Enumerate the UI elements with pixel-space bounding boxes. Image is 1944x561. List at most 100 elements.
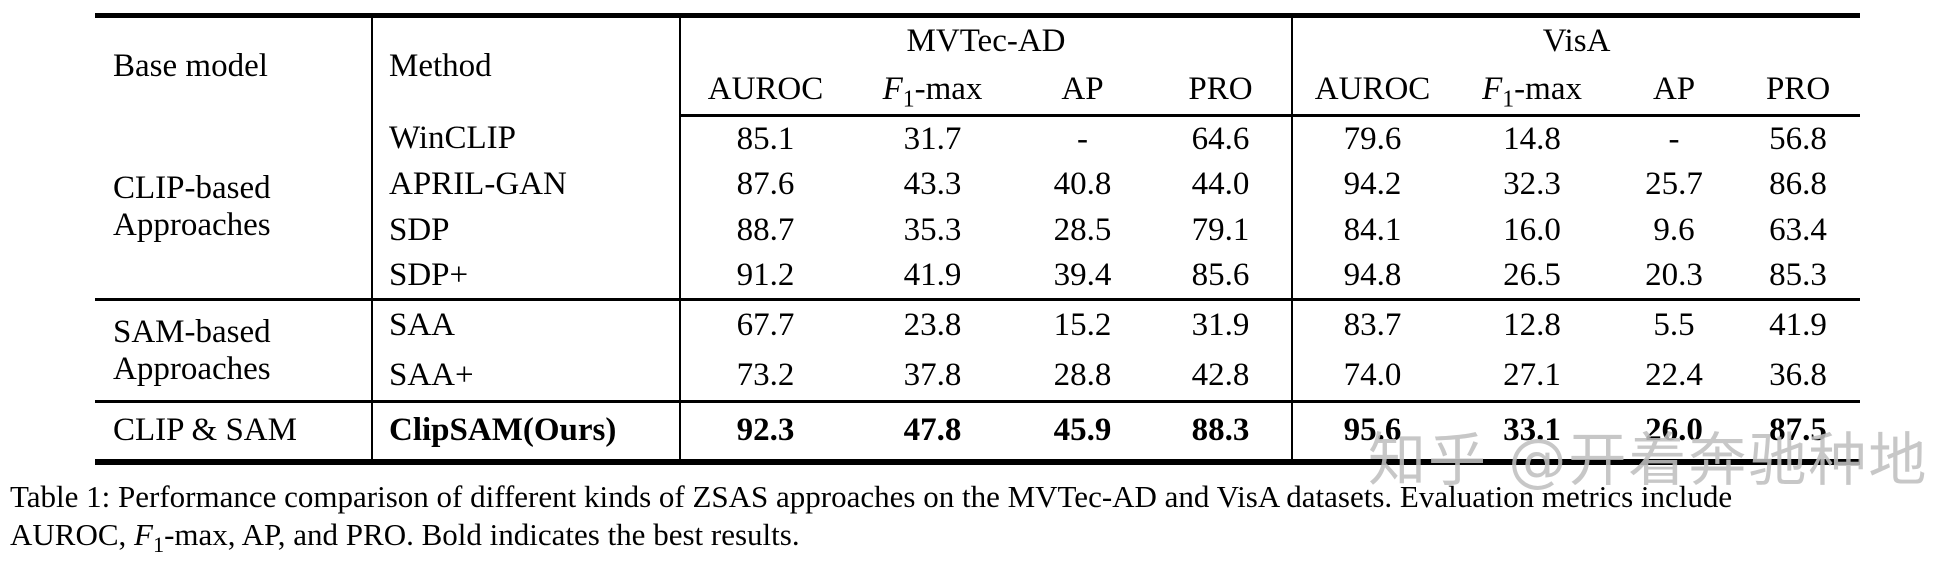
caption-text: -max, AP, and PRO. Bold indicates the be…	[164, 517, 800, 552]
f1-suffix: -max	[914, 71, 983, 108]
value-cell: 43.3	[903, 166, 962, 203]
value-cell: 91.2	[679, 253, 850, 300]
value-cell: 32.3	[1503, 166, 1561, 203]
header-method: Method	[371, 15, 680, 116]
value-cell: 35.3	[903, 212, 962, 249]
value-cell: 86.8	[1769, 166, 1827, 203]
value-cell: 9.6	[1653, 212, 1695, 249]
table-row: CLIP-based Approaches WinCLIP 85.1 31.7 …	[95, 115, 1860, 243]
value-cell: 92.3	[679, 400, 850, 462]
table-row: APRIL-GAN 87.6 43.3 40.8 44.0 94.2 32.3 …	[95, 161, 1860, 208]
f1-letter: F	[882, 71, 903, 108]
header-dataset-visa: VisA	[1291, 15, 1861, 65]
table-row: SAM-based Approaches SAA 67.7 23.8 15.2 …	[95, 298, 1861, 402]
value-cell: 28.5	[1053, 212, 1112, 249]
header-dataset-mvtec: MVTec-AD	[678, 15, 1293, 65]
value-cell: 79.1	[1191, 212, 1250, 249]
value-cell: 26.0	[1612, 400, 1737, 462]
f1-subscript: 1	[152, 532, 165, 558]
value-cell: 39.4	[1053, 257, 1112, 294]
value-cell: 88.7	[679, 207, 850, 254]
value-cell: 37.8	[903, 356, 962, 393]
value-cell: 28.8	[1053, 356, 1112, 393]
value-cell: 31.7	[903, 120, 962, 157]
f1-letter: F	[1482, 71, 1503, 108]
value-cell: 74.0	[1291, 350, 1453, 402]
table-row: SDP 88.7 35.3 28.5 79.1 84.1 16.0 9.6 63…	[95, 207, 1860, 254]
value-cell: -	[1668, 120, 1680, 157]
method-cell-ours: ClipSAM(Ours)	[371, 400, 680, 462]
value-cell: 87.6	[679, 161, 850, 208]
value-cell: 26.5	[1503, 257, 1561, 294]
value-cell: 5.5	[1612, 298, 1737, 351]
value-cell: 56.8	[1769, 120, 1827, 157]
value-cell: 84.1	[1291, 207, 1453, 254]
method-cell: SAA	[371, 298, 680, 351]
value-cell: 63.4	[1769, 212, 1827, 249]
value-cell: 87.5	[1736, 400, 1861, 462]
value-cell: 73.2	[679, 350, 850, 402]
value-cell: 85.1	[679, 115, 850, 162]
header-mvtec-f1max: F1-max	[850, 65, 1015, 117]
value-cell: 94.8	[1291, 253, 1453, 300]
value-cell: 23.8	[850, 298, 1015, 351]
header-mvtec-auroc: AUROC	[679, 65, 850, 117]
value-cell: 40.8	[1053, 166, 1112, 203]
value-cell: 83.7	[1291, 298, 1453, 351]
value-cell: 67.7	[679, 298, 850, 351]
table-caption: Table 1: Performance comparison of diffe…	[10, 478, 1938, 558]
header-visa-auroc: AUROC	[1291, 65, 1453, 117]
caption-line-1: Table 1: Performance comparison of diffe…	[10, 479, 1733, 514]
value-cell: 47.8	[850, 400, 1015, 462]
method-cell: WinCLIP	[371, 115, 680, 162]
table-row: SDP+ 91.2 41.9 39.4 85.6 94.8 26.5 20.3 …	[95, 253, 1860, 300]
value-cell: 41.9	[1736, 298, 1861, 351]
value-cell: -	[1077, 120, 1088, 157]
table-row-ours: CLIP & SAM ClipSAM(Ours) 92.3 47.8 45.9 …	[95, 400, 1861, 462]
results-table: Base model Method MVTec-AD VisA AUROC F1…	[95, 13, 1861, 465]
value-cell: 41.9	[903, 257, 962, 294]
value-cell: 33.1	[1452, 400, 1613, 462]
value-cell: 27.1	[1503, 356, 1561, 393]
f1-subscript: 1	[902, 86, 915, 113]
value-cell: 44.0	[1191, 166, 1250, 203]
value-cell: 16.0	[1503, 212, 1561, 249]
base-model-line: Approaches	[113, 350, 271, 387]
value-cell: 94.2	[1291, 161, 1453, 208]
value-cell: 31.9	[1150, 298, 1293, 351]
header-mvtec-pro: PRO	[1150, 65, 1293, 117]
value-cell: 20.3	[1645, 257, 1703, 294]
base-model-sam: SAM-based Approaches	[95, 298, 372, 402]
header-visa-f1max: F1-max	[1452, 65, 1613, 117]
base-model-clip-sam: CLIP & SAM	[95, 400, 372, 462]
header-visa-ap: AP	[1612, 65, 1737, 117]
value-cell: 14.8	[1503, 120, 1561, 157]
method-cell: SAA+	[371, 350, 680, 402]
base-model-clip: CLIP-based Approaches	[95, 116, 372, 300]
value-cell: 85.6	[1191, 257, 1250, 294]
value-cell: 79.6	[1291, 115, 1453, 162]
caption-text: AUROC,	[10, 517, 135, 552]
f1-suffix: -max	[1514, 71, 1582, 108]
value-cell: 95.6	[1291, 400, 1453, 462]
header-visa-pro: PRO	[1736, 65, 1861, 117]
header-mvtec-ap: AP	[1015, 65, 1150, 117]
base-model-line: Approaches	[113, 206, 271, 243]
f1-subscript: 1	[1502, 86, 1515, 113]
table-row: SAA+ 73.2 37.8 28.8 42.8 74.0 27.1 22.4 …	[95, 350, 1860, 402]
value-cell: 12.8	[1452, 298, 1613, 351]
header-row-datasets: Base model Method MVTec-AD VisA	[95, 15, 1861, 116]
f1-letter: F	[134, 517, 153, 552]
value-cell: 45.9	[1015, 400, 1150, 462]
base-model-line: CLIP-based	[113, 169, 271, 206]
value-cell: 85.3	[1769, 257, 1827, 294]
value-cell: 42.8	[1191, 356, 1250, 393]
value-cell: 25.7	[1645, 166, 1703, 203]
method-cell: SDP	[371, 207, 680, 254]
value-cell: 64.6	[1191, 120, 1250, 157]
base-model-line: SAM-based	[113, 313, 271, 350]
value-cell: 15.2	[1015, 298, 1150, 351]
value-cell: 36.8	[1769, 356, 1827, 393]
header-row-metrics: AUROC F1-max AP PRO AUROC F1-max AP PRO	[95, 65, 1861, 117]
